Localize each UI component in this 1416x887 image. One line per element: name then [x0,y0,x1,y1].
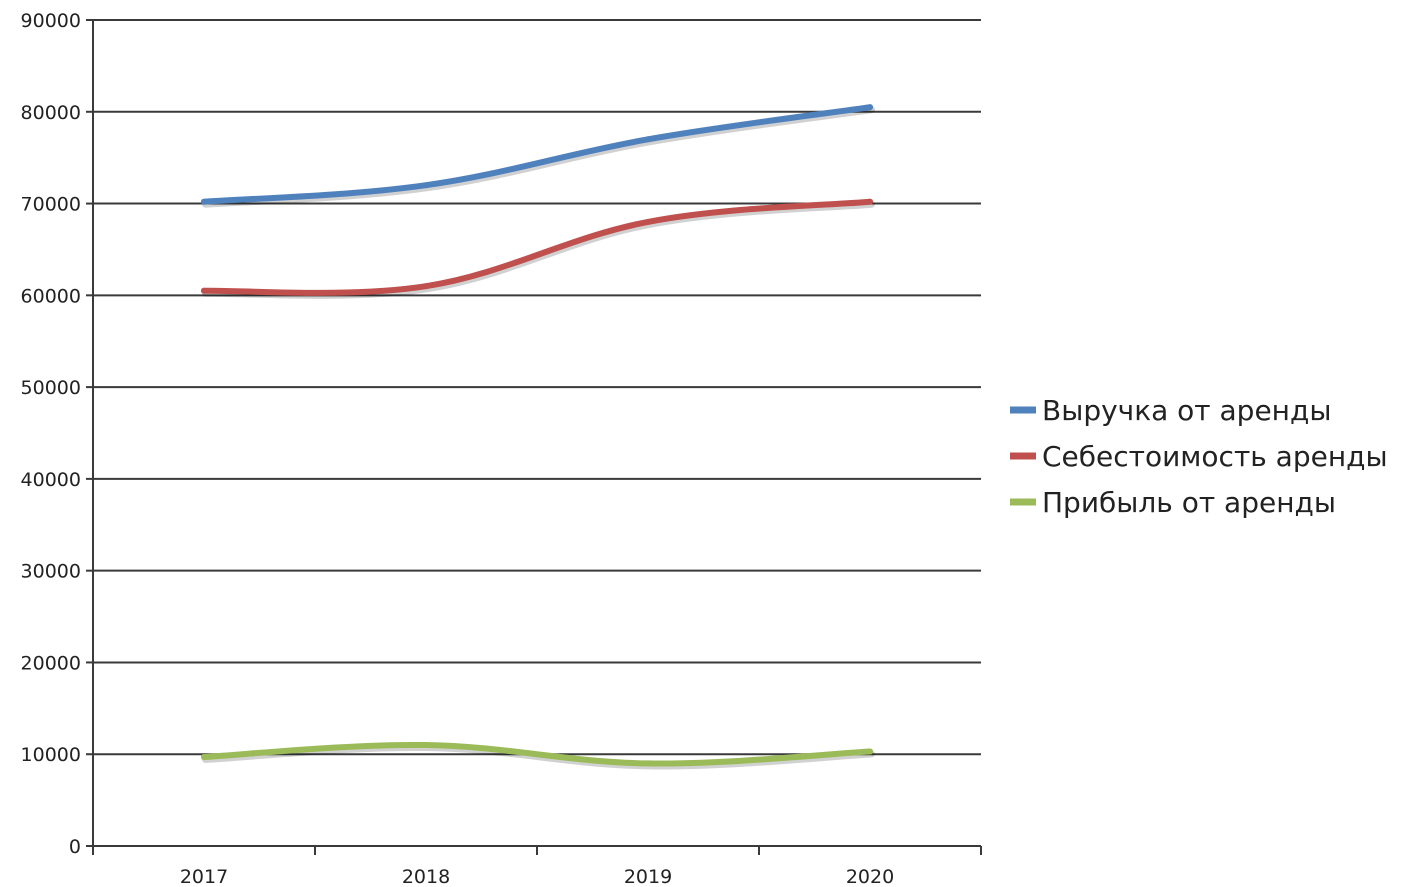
legend: Выручка от аренды Себестоимость аренды При… [1010,394,1388,519]
x-tick-label: 2018 [402,866,450,887]
series-3 [201,741,875,770]
y-tick-label: 50000 [21,377,81,399]
y-tick-label: 20000 [21,652,81,674]
x-tick-label: 2020 [846,866,894,887]
data-point [645,218,651,225]
y-tick-label: 70000 [21,194,81,216]
series-1 [201,104,875,208]
series-line [201,198,873,296]
data-point [423,283,429,290]
gridlines [93,19,981,756]
series-line-shadow [202,200,875,299]
y-tick-label: 90000 [21,10,81,32]
legend-label: Себестоимость аренды [1042,440,1388,473]
series-line [201,104,873,205]
series-line [201,741,873,767]
x-tick-label: 2017 [180,866,228,887]
y-tick-label: 0 [69,836,81,858]
y-tick-label: 60000 [21,285,81,307]
x-tick-label: 2019 [624,866,672,887]
legend-label: Прибыль от аренды [1042,486,1336,519]
legend-label: Выручка от аренды [1042,394,1331,427]
legend-item: Прибыль от аренды [1010,486,1336,519]
data-point [645,760,651,767]
y-tick-label: 30000 [21,561,81,583]
series-lines [201,104,875,770]
series-2 [201,198,875,299]
legend-item: Себестоимость аренды [1010,440,1388,473]
data-point [423,182,429,189]
data-point [867,104,873,111]
data-point [201,753,207,760]
axes: 0 10000 20000 30000 40000 50000 60000 70000 8000… [21,10,982,887]
y-tick-label: 10000 [21,744,81,766]
data-point [201,198,207,205]
data-point [867,748,873,755]
y-tick-label: 40000 [21,469,81,491]
y-tick-label: 80000 [21,102,81,124]
data-point [201,287,207,294]
legend-item: Выручка от аренды [1010,394,1331,427]
data-point [867,198,873,205]
data-point [423,742,429,749]
series-line-shadow [202,106,875,208]
data-point [645,136,651,143]
